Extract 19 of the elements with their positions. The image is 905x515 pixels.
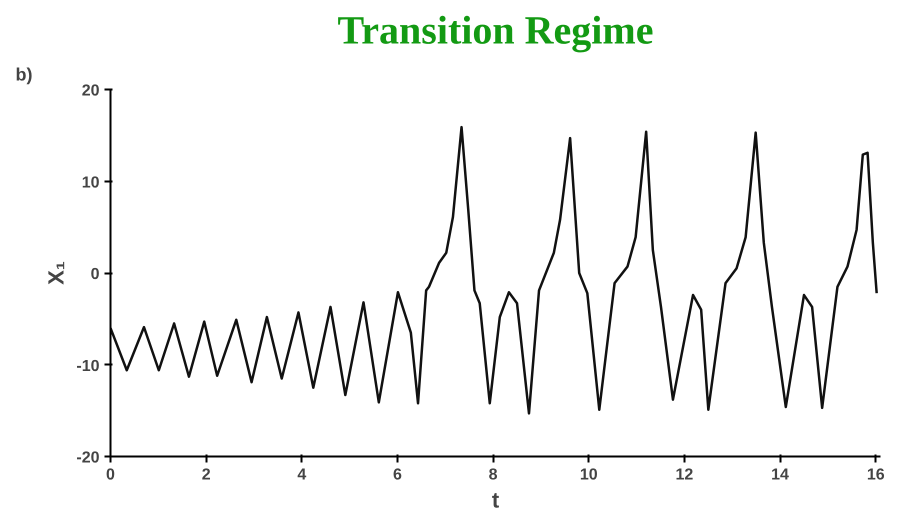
x-tick-label: 0 [106, 466, 116, 484]
x-tick-label: 8 [488, 466, 498, 484]
y-tick-label: -20 [76, 450, 100, 466]
chart-title: Transition Regime [338, 8, 654, 52]
x-tick-label: 12 [676, 466, 694, 484]
x-tick-label: 4 [297, 466, 306, 484]
y-tick-label: 10 [82, 174, 100, 192]
y-axis-title: X₁ [43, 261, 68, 285]
x-axis-title: t [492, 488, 500, 512]
y-tick-label: -10 [76, 358, 100, 375]
x-tick-label: 16 [866, 466, 885, 484]
y-tick-label: 20 [82, 82, 100, 100]
x-tick-label: 2 [202, 466, 211, 484]
line-series [110, 126, 878, 415]
y-tick-label: 0 [90, 266, 100, 283]
text: b) [16, 64, 32, 84]
x-tick-label: 6 [393, 466, 402, 484]
x-tick-label: 14 [771, 466, 790, 484]
x-tick-label: 10 [580, 466, 598, 484]
